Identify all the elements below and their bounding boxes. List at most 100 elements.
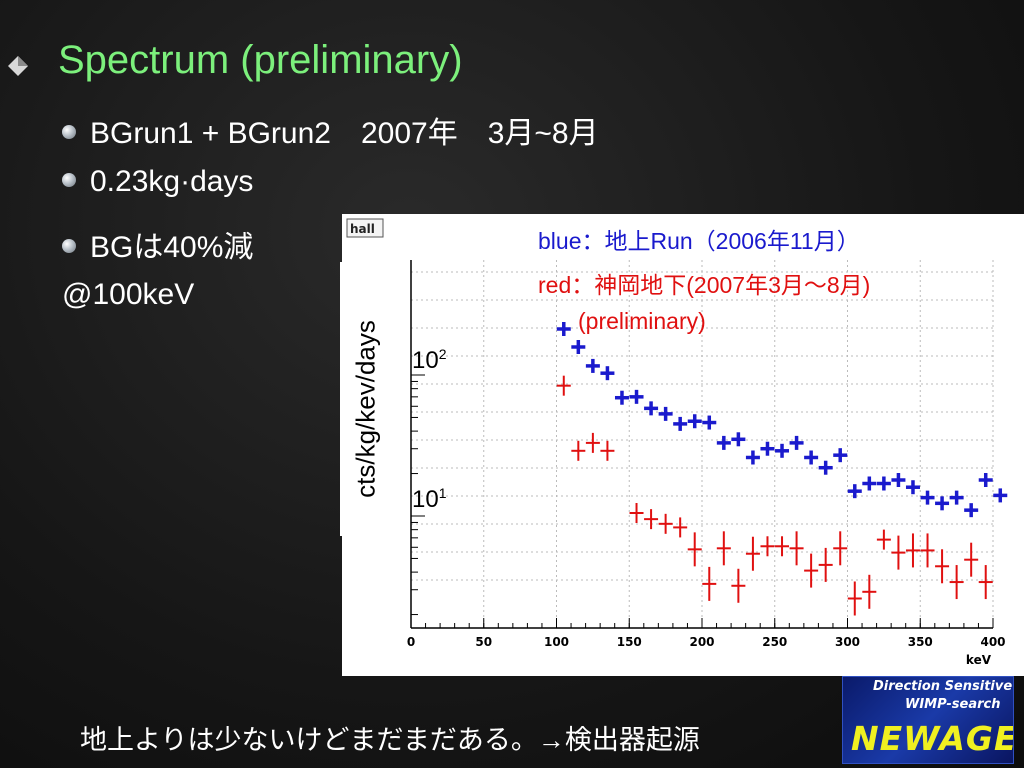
blue-data-point — [905, 480, 920, 495]
red-data-point — [775, 536, 790, 557]
red-data-point — [920, 533, 935, 568]
x-tick-label: 150 — [617, 635, 642, 649]
red-data-point — [556, 375, 571, 396]
blue-data-point — [818, 460, 833, 475]
y-tick-exp: 2 — [438, 346, 447, 362]
red-data-point — [702, 566, 717, 601]
red-data-point — [876, 529, 891, 550]
blue-data-point — [804, 450, 819, 465]
logo-line2: WIMP-search — [905, 697, 1001, 712]
blue-data-point — [600, 366, 615, 381]
red-data-point — [964, 542, 979, 577]
red-data-point — [978, 565, 993, 600]
red-data-point — [760, 536, 775, 557]
plot-panel — [342, 214, 1024, 676]
y-tick-base: 10 — [412, 347, 439, 374]
blue-data-point — [731, 432, 746, 447]
red-data-point — [949, 565, 964, 600]
y-tick-label-100: 102 — [412, 346, 447, 375]
red-data-point — [935, 549, 950, 584]
y-tick-exp: 1 — [438, 485, 447, 501]
blue-data-point — [716, 435, 731, 450]
blue-data-point — [964, 503, 979, 518]
blue-data-point — [993, 488, 1008, 503]
bullet-item-exposure: 0.23kg·days — [62, 165, 253, 199]
blue-data-point — [862, 476, 877, 491]
bullet-item-runs: BGrun1 + BGrun2 2007年 3月~8月 — [62, 108, 599, 152]
red-data-point — [847, 581, 862, 616]
x-tick-label: 200 — [689, 635, 714, 649]
diamond-bullet-icon — [8, 56, 28, 76]
x-tick-label: 300 — [835, 635, 860, 649]
ylabel-box — [340, 262, 392, 536]
bullet-dot-icon — [62, 239, 76, 254]
y-tick-label-10: 101 — [412, 485, 447, 514]
blue-data-point — [833, 448, 848, 463]
x-axis-label: keV — [966, 653, 992, 667]
red-data-point — [629, 503, 644, 524]
y-tick-base: 10 — [412, 486, 439, 513]
legend-blue: blue：地上Run（2006年11月） — [538, 228, 860, 254]
red-data-point — [818, 547, 833, 582]
blue-data-point — [658, 406, 673, 421]
red-data-point — [673, 517, 688, 538]
x-tick-label: 0 — [407, 635, 415, 649]
blue-data-point — [760, 441, 775, 456]
blue-data-point — [775, 443, 790, 458]
red-data-point — [658, 513, 673, 534]
bullet-dot-icon — [62, 125, 76, 140]
blue-data-point — [556, 321, 571, 336]
bullet-text: 0.23kg·days — [90, 165, 254, 198]
blue-data-point — [673, 416, 688, 431]
red-data-point — [600, 440, 615, 461]
x-tick-label: 250 — [762, 635, 787, 649]
blue-data-point — [585, 358, 600, 373]
logo-line1: Direction Sensitive — [873, 679, 1013, 694]
energy-note: @100keV — [62, 278, 195, 311]
blue-data-point — [920, 490, 935, 505]
red-data-point — [905, 533, 920, 568]
slide-title: Spectrum (preliminary) — [58, 38, 463, 82]
hall-label: hall — [350, 222, 375, 236]
x-tick-label: 50 — [475, 635, 492, 649]
red-data-point — [804, 553, 819, 588]
red-data-point — [731, 568, 746, 603]
x-tick-label: 400 — [980, 635, 1005, 649]
legend-red: red：神岡地下(2007年3月～8月) — [538, 272, 871, 298]
blue-data-point — [644, 401, 659, 416]
red-data-point — [585, 432, 600, 453]
red-data-point — [644, 509, 659, 530]
bullet-item-reduction: BGは40%減 — [62, 222, 253, 266]
x-tick-label: 350 — [908, 635, 933, 649]
blue-data-point — [978, 473, 993, 488]
blue-data-point — [935, 496, 950, 511]
newage-logo: Direction Sensitive WIMP-search NEWAGE — [842, 676, 1014, 764]
logo-main: NEWAGE — [851, 719, 1014, 758]
red-data-point — [833, 531, 848, 566]
blue-data-point — [629, 389, 644, 404]
bullet-dot-icon — [62, 173, 76, 188]
red-data-point — [789, 531, 804, 566]
y-axis-label: cts/kg/kev/days — [350, 320, 381, 498]
bullet-text: BGrun1 + BGrun2 2007年 3月~8月 — [90, 117, 599, 150]
blue-data-point — [891, 473, 906, 488]
red-data-point — [862, 574, 877, 609]
blue-data-point — [789, 435, 804, 450]
x-tick-label: 100 — [544, 635, 569, 649]
bottom-caption: 地上よりは少ないけどまだまだある。→検出器起源 — [80, 725, 700, 755]
legend-preliminary: (preliminary) — [578, 308, 706, 334]
blue-data-point — [614, 390, 629, 405]
hall-label-box — [346, 218, 384, 238]
red-data-point — [571, 440, 586, 461]
blue-data-point — [847, 484, 862, 499]
blue-data-point — [702, 415, 717, 430]
red-data-point — [891, 535, 906, 570]
bullet-text: BGは40%減 — [90, 231, 254, 264]
blue-data-point — [949, 490, 964, 505]
red-data-point — [687, 532, 702, 567]
blue-data-point — [571, 339, 586, 354]
blue-data-point — [876, 476, 891, 491]
blue-data-point — [687, 414, 702, 429]
blue-data-point — [745, 450, 760, 465]
